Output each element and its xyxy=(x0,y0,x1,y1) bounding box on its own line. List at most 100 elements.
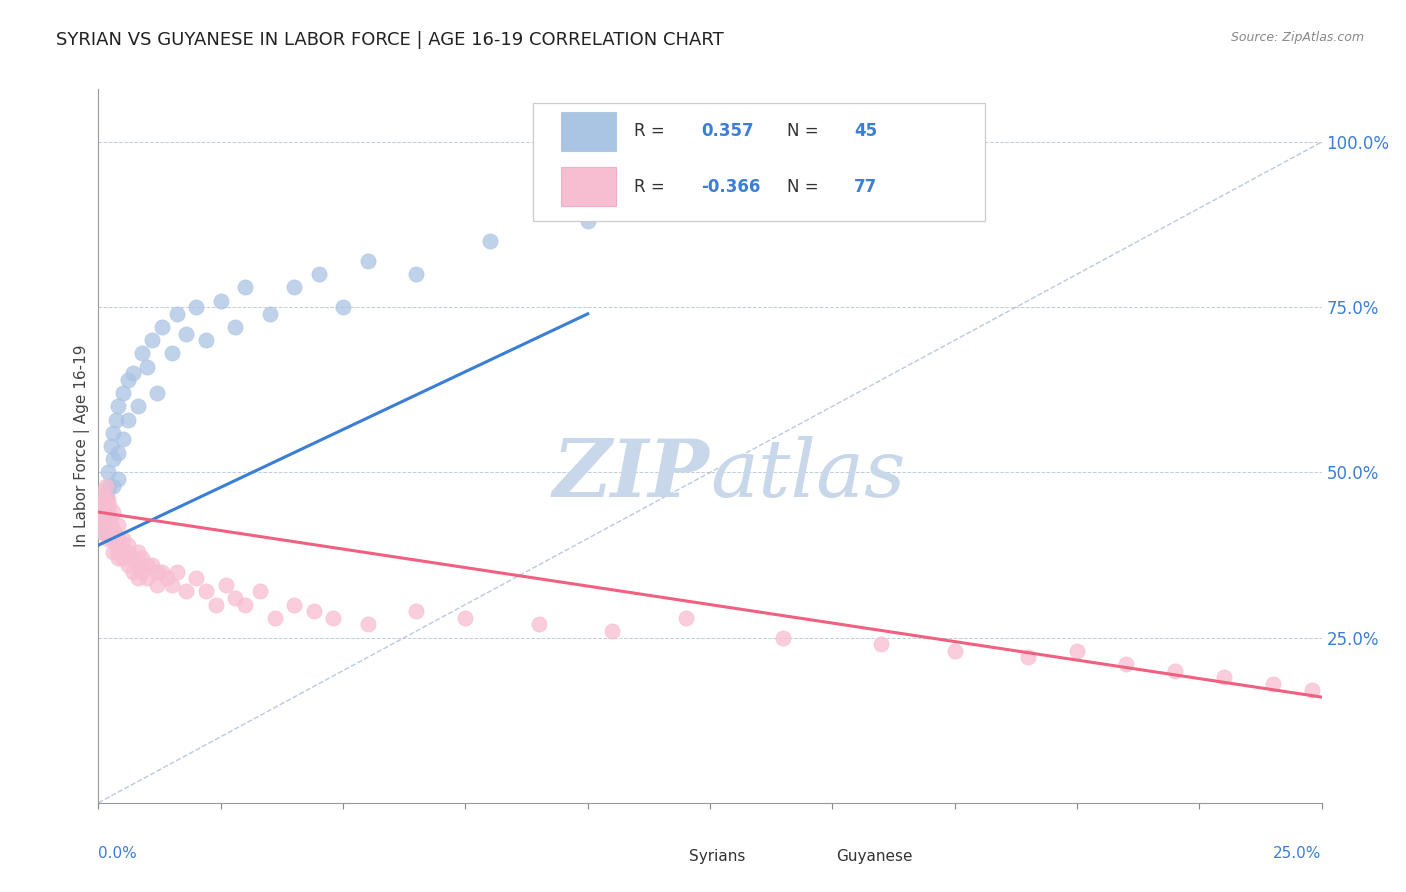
Point xyxy=(111,532,134,546)
Point xyxy=(107,445,129,459)
Point xyxy=(91,518,114,533)
Point xyxy=(107,551,129,566)
Point xyxy=(96,505,118,519)
Point xyxy=(91,485,114,500)
Point xyxy=(111,433,134,447)
Point xyxy=(111,551,134,566)
Point xyxy=(89,511,111,525)
Point xyxy=(1301,683,1323,698)
Text: SYRIAN VS GUYANESE IN LABOR FORCE | AGE 16-19 CORRELATION CHART: SYRIAN VS GUYANESE IN LABOR FORCE | AGE … xyxy=(56,31,724,49)
Point xyxy=(107,545,129,559)
Point xyxy=(205,598,228,612)
Point xyxy=(141,333,163,347)
Point xyxy=(141,558,163,572)
Point xyxy=(121,367,143,381)
Text: atlas: atlas xyxy=(710,436,905,513)
Point xyxy=(1017,650,1039,665)
Text: 77: 77 xyxy=(855,178,877,195)
Point xyxy=(101,545,124,559)
Point xyxy=(90,511,112,525)
Point xyxy=(160,346,183,360)
Point xyxy=(150,565,173,579)
Point xyxy=(943,644,966,658)
Text: R =: R = xyxy=(634,178,671,195)
Text: 25.0%: 25.0% xyxy=(1274,846,1322,861)
Point xyxy=(101,532,124,546)
Point xyxy=(121,565,143,579)
Point xyxy=(209,293,232,308)
Bar xyxy=(796,842,827,871)
Point xyxy=(195,333,218,347)
Text: N =: N = xyxy=(787,178,824,195)
Text: 0.357: 0.357 xyxy=(702,122,754,140)
Point xyxy=(233,598,256,612)
Text: ZIP: ZIP xyxy=(553,436,710,513)
Point xyxy=(186,571,208,585)
Point xyxy=(127,400,149,414)
Text: Source: ZipAtlas.com: Source: ZipAtlas.com xyxy=(1230,31,1364,45)
Text: -0.366: -0.366 xyxy=(702,178,761,195)
Point xyxy=(1164,664,1187,678)
Y-axis label: In Labor Force | Age 16-19: In Labor Force | Age 16-19 xyxy=(75,344,90,548)
Point xyxy=(94,499,117,513)
Point xyxy=(283,280,305,294)
Point xyxy=(98,499,121,513)
Point xyxy=(150,320,173,334)
Point xyxy=(723,154,745,169)
Point xyxy=(870,637,893,651)
Point xyxy=(405,267,427,281)
Point xyxy=(94,511,117,525)
Text: 45: 45 xyxy=(855,122,877,140)
Point xyxy=(233,280,256,294)
Text: Guyanese: Guyanese xyxy=(837,849,912,863)
Point xyxy=(94,478,117,492)
Point xyxy=(576,214,599,228)
Point xyxy=(90,499,112,513)
Point xyxy=(107,532,129,546)
Point xyxy=(283,598,305,612)
Point xyxy=(1212,670,1234,684)
Point xyxy=(332,300,354,314)
Text: 0.0%: 0.0% xyxy=(98,846,138,861)
Point xyxy=(156,571,179,585)
Point xyxy=(136,571,159,585)
Point xyxy=(195,584,218,599)
Point xyxy=(131,551,153,566)
Point xyxy=(104,412,127,426)
Point xyxy=(1115,657,1137,671)
Point xyxy=(224,320,246,334)
Point xyxy=(127,545,149,559)
Point xyxy=(91,524,114,539)
Point xyxy=(98,511,121,525)
Point xyxy=(101,505,124,519)
Point xyxy=(600,624,623,638)
Point xyxy=(308,267,330,281)
Point xyxy=(1261,677,1284,691)
Point xyxy=(94,491,117,506)
Point xyxy=(259,307,281,321)
Point xyxy=(405,604,427,618)
Point xyxy=(117,373,139,387)
Point xyxy=(527,617,550,632)
Point xyxy=(1066,644,1088,658)
Point xyxy=(97,491,120,506)
Point xyxy=(101,425,124,440)
Bar xyxy=(561,167,616,206)
Point xyxy=(131,346,153,360)
Point xyxy=(107,400,129,414)
Point xyxy=(186,300,208,314)
Point xyxy=(176,326,198,341)
Point xyxy=(356,617,378,632)
Point xyxy=(146,578,169,592)
Point xyxy=(107,518,129,533)
Point xyxy=(89,518,111,533)
Point xyxy=(136,359,159,374)
Point xyxy=(772,631,794,645)
Point xyxy=(93,491,115,506)
Point xyxy=(214,578,236,592)
Point xyxy=(103,524,125,539)
Point xyxy=(100,518,122,533)
Point xyxy=(1324,690,1347,704)
Point xyxy=(675,611,697,625)
Point xyxy=(91,505,114,519)
